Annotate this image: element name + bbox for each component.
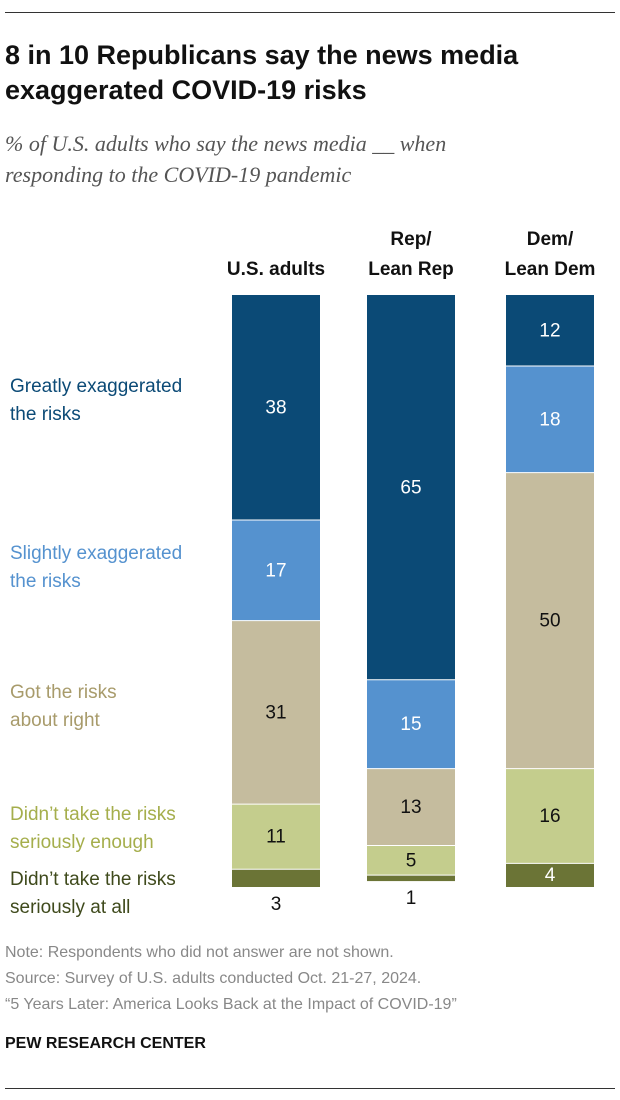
value-label: 16 (539, 806, 560, 827)
top-rule (5, 12, 615, 13)
category-label: U.S. adults (226, 259, 326, 280)
value-label: 31 (265, 702, 286, 723)
note: Note: Respondents who did not answer are… (5, 944, 394, 961)
bar-segment (367, 875, 455, 882)
legend-label: Didn’t take the risks seriously at all (10, 869, 176, 918)
value-label: 12 (539, 321, 560, 342)
value-label: 38 (265, 397, 286, 418)
bottom-rule (5, 1088, 615, 1089)
bar-segment (367, 768, 455, 846)
chart-subtitle: % of U.S. adults who say the news media … (5, 131, 447, 187)
bar-segment (367, 679, 455, 769)
report: “5 Years Later: America Looks Back at th… (5, 996, 457, 1013)
value-label: 11 (266, 827, 286, 848)
value-label: 17 (265, 560, 286, 581)
value-label: 1 (406, 888, 417, 909)
value-label: 4 (545, 865, 556, 886)
value-label: 3 (271, 894, 282, 915)
bar-segment (232, 295, 320, 520)
bar-segment (232, 804, 320, 870)
category-label: Dem/ Lean Dem (504, 229, 596, 280)
bar-segment (232, 519, 320, 621)
category-label: Rep/ Lean Rep (368, 229, 454, 280)
value-label: 65 (400, 477, 421, 498)
legend-label: Slightly exaggerated the risks (10, 543, 183, 592)
value-label: 18 (539, 409, 560, 430)
bar-segment (506, 768, 594, 864)
value-label: 5 (406, 850, 417, 871)
bar-segment (367, 845, 455, 876)
chart-title: 8 in 10 Republicans say the news media e… (5, 40, 519, 105)
value-label: 50 (539, 611, 560, 632)
legend-label: Didn’t take the risks seriously enough (10, 804, 176, 853)
value-label: 13 (400, 797, 421, 818)
bar-segment (506, 472, 594, 769)
bar-segment (506, 863, 594, 887)
source: Source: Survey of U.S. adults conducted … (5, 970, 422, 987)
legend-label: Greatly exaggerated the risks (10, 376, 183, 425)
bar-segment (232, 869, 320, 887)
bar-segment (232, 620, 320, 805)
value-label: 15 (400, 714, 421, 735)
bar-segment (506, 366, 594, 473)
legend-label: Got the risks about right (10, 682, 117, 731)
bar-segment (506, 295, 594, 367)
bar-segment (367, 295, 455, 680)
credit: PEW RESEARCH CENTER (5, 1035, 206, 1052)
